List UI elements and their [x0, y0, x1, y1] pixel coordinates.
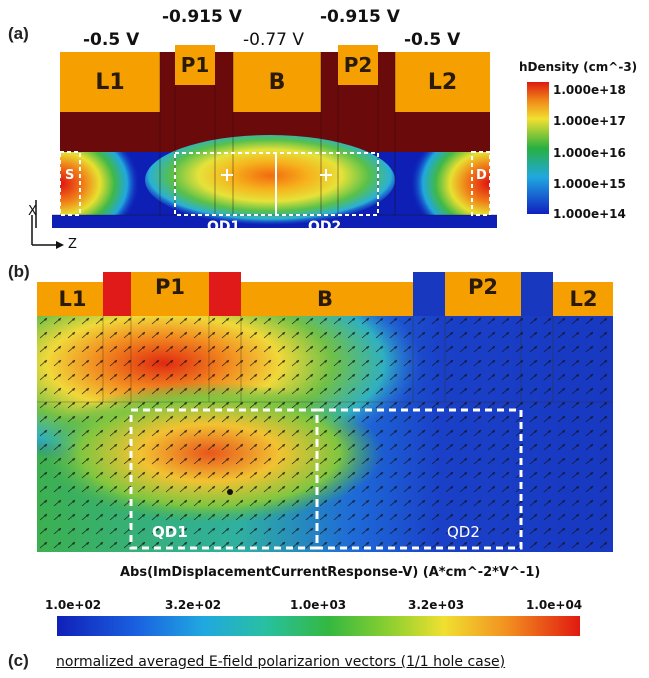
gate-label-l2: L2: [427, 69, 458, 95]
voltage-right-lead: -0.5 V: [404, 30, 461, 50]
gate-label-l1: L1: [95, 69, 125, 95]
hdensity-tick-4: 1.000e+15: [553, 177, 626, 191]
qd2-label-a: QD2: [308, 219, 342, 235]
gate-label-l2-b: L2: [569, 287, 598, 311]
hdensity-legend-title: hDensity (cm^-3): [519, 60, 638, 74]
panel-b-label: (b): [8, 262, 30, 281]
voltage-plunger-1: -0.915 V: [162, 7, 242, 27]
colorbar-tick-2: 3.2e+02: [165, 598, 222, 612]
colorbar-tick-5: 1.0e+04: [526, 598, 583, 612]
hdensity-tick-5: 1.000e+14: [553, 207, 626, 221]
displacement-current-map: [37, 272, 613, 552]
gate-label-p1: P1: [180, 53, 210, 77]
colorbar-tick-3: 1.0e+03: [290, 598, 347, 612]
hdensity-colorbar: [527, 82, 549, 214]
qd2-label-b: QD2: [447, 523, 480, 541]
source-label: S: [65, 168, 75, 183]
axis-z-label: Z: [68, 237, 77, 252]
displacement-colorbar: [57, 616, 580, 636]
qd1-label-b: QD1: [152, 523, 188, 541]
voltage-barrier: -0.77 V: [243, 30, 305, 50]
voltage-left-lead: -0.5 V: [83, 30, 140, 50]
panel-c-caption-text: normalized averaged E-field polarizarion…: [56, 654, 506, 670]
colorbar-title: Abs(ImDisplacementCurrentResponse-V) (A*…: [120, 565, 541, 580]
hdensity-tick-3: 1.000e+16: [553, 146, 626, 160]
colorbar-tick-4: 3.2e+03: [408, 598, 465, 612]
hdensity-tick-1: 1.000e+18: [553, 83, 626, 97]
gate-label-p2-b: P2: [467, 275, 498, 299]
axis-x-label: X: [28, 204, 37, 219]
gate-label-p1-b: P1: [154, 275, 185, 299]
axis-arrows: [31, 215, 64, 249]
device-cross-section-a: [35, 45, 497, 228]
drain-label: D: [476, 168, 487, 183]
gate-label-p2: P2: [343, 53, 373, 77]
panel-c-caption: normalized averaged E-field polarizarion…: [56, 654, 505, 670]
voltage-plunger-2: -0.915 V: [320, 7, 400, 27]
panel-a-label: (a): [8, 24, 29, 43]
qd1-label-a: QD1: [207, 219, 241, 235]
panel-c-label: (c): [8, 651, 29, 670]
gate-label-b: B: [268, 69, 286, 95]
gate-label-l1-b: L1: [58, 287, 87, 311]
gate-label-b-b: B: [316, 287, 333, 311]
colorbar-tick-1: 1.0e+02: [45, 598, 102, 612]
hdensity-tick-2: 1.000e+17: [553, 114, 626, 128]
